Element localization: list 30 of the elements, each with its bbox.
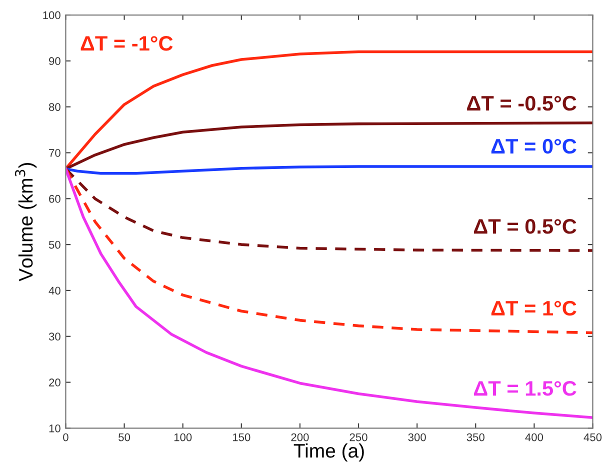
x-tick-label: 100 [174, 433, 192, 442]
y-tick-label: 80 [48, 103, 60, 111]
series-label: ΔT = 0°C [491, 138, 576, 154]
series-label: ΔT = 1°C [491, 300, 576, 316]
y-tick-label: 90 [49, 57, 60, 66]
y-tick-label: 70 [49, 149, 60, 157]
series-label: ΔT = -1°C [80, 36, 173, 51]
x-tick-label: 350 [466, 433, 484, 442]
x-tick-label: 150 [232, 433, 250, 442]
x-tick-label: 300 [408, 433, 426, 442]
y-tick-label: 30 [48, 332, 60, 341]
y-tick-label: 40 [48, 286, 60, 295]
line-series [66, 165, 593, 175]
y-tick-label: 100 [43, 11, 60, 20]
y-tick-label: 50 [48, 240, 60, 249]
series-label: ΔT = 1.5°C [474, 381, 576, 396]
y-axis-title: Volume (km$^{3}$) [14, 163, 37, 282]
x-tick-label: 400 [525, 433, 544, 442]
series-label: ΔT = -0.5°C [467, 96, 576, 111]
line-series [66, 167, 593, 420]
x-tick-label: 250 [350, 433, 368, 442]
x-axis-title: Time (a) [294, 443, 364, 462]
series-label: ΔT = 0.5°C [474, 219, 576, 234]
y-tick-label: 10 [49, 424, 60, 432]
x-tick-label: 200 [291, 433, 309, 442]
y-tick-label: 60 [49, 194, 60, 203]
x-tick-label: 450 [584, 433, 602, 442]
y-tick-label: 20 [49, 378, 60, 386]
x-tick-label: 0 [63, 433, 68, 442]
x-tick-label: 50 [118, 433, 130, 442]
